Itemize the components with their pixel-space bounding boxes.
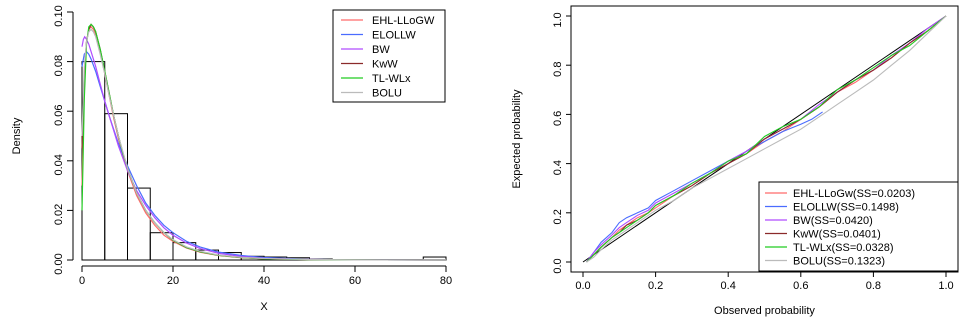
x-tick-label: 0.8 <box>866 280 881 292</box>
x-tick-label: 0 <box>79 275 85 287</box>
x-tick-label: 1.0 <box>938 280 953 292</box>
pp-plot-panel: 0.0 0.2 0.4 0.6 0.8 1.0 0.0 0.2 0.4 0.6 0.8 1.0 Obse… <box>511 5 959 317</box>
series-line-bolu-ss-0-1323 <box>586 15 947 263</box>
y-tick-label: 0.06 <box>53 104 65 125</box>
x-tick-label: 80 <box>440 275 452 287</box>
x-tick-label: 60 <box>349 275 361 287</box>
y-axis-label: Expected probability <box>511 89 523 189</box>
x-tick-label: 0.0 <box>575 280 590 292</box>
histogram-bar <box>104 113 128 261</box>
series-line-elollw <box>81 50 447 261</box>
x-tick-label: 40 <box>258 275 270 287</box>
x-axis-label: Observed probability <box>714 305 815 317</box>
y-axis-label: Density <box>11 117 23 154</box>
x-tick-label: 0.6 <box>793 280 808 292</box>
legend-label-bw: BW <box>372 44 390 56</box>
legend-label-tl-wlx-ss-0-0328: TL-WLx(SS=0.0328) <box>793 242 894 254</box>
x-tick-label: 20 <box>167 275 179 287</box>
legend-label-bw-ss-0-0420: BW(SS=0.0420) <box>793 215 873 227</box>
y-tick-label: 1.0 <box>552 12 564 27</box>
legend-label-kww-ss-0-0401: KwW(SS=0.0401) <box>793 229 881 241</box>
series-line-tl-wlx-ss-0-0328 <box>586 15 947 263</box>
y-tick-label: 0.6 <box>552 111 564 126</box>
x-axis-label: X <box>260 301 268 313</box>
series-line-bw <box>81 35 447 261</box>
y-tick-label: 0.10 <box>53 5 65 26</box>
y-tick-label: 0.08 <box>53 55 65 76</box>
y-tick-label: 0.04 <box>53 154 65 175</box>
x-tick-label: 0.2 <box>648 280 663 292</box>
legend-label-bolu: BOLU <box>372 88 402 100</box>
legend-label-ehl-llogw: EHL-LLoGW <box>372 15 435 27</box>
y-tick-label: 0.2 <box>552 209 564 224</box>
legend-label-bolu-ss-0-1323: BOLU(SS=0.1323) <box>793 256 885 268</box>
y-tick-label: 0.8 <box>552 62 564 77</box>
series-line-elollw-ss-0-1498 <box>586 111 823 263</box>
legend-box <box>758 181 959 272</box>
legend-label-elollw: ELOLLW <box>372 30 416 42</box>
legend-label-tl-wlx: TL-WLx <box>372 73 411 85</box>
x-tick-label: 0.4 <box>721 280 736 292</box>
legend-label-ehl-llogw-ss-0-0203: EHL-LLoGw(SS=0.0203) <box>793 188 915 200</box>
y-tick-label: 0.02 <box>53 204 65 225</box>
density-histogram-panel: 0 20 40 60 80 0.00 0.02 0.04 0.06 0.08 0.10 X Densit… <box>11 5 452 313</box>
histogram-bar <box>127 187 151 261</box>
legend-label-kww: KwW <box>372 59 398 71</box>
legend-box <box>332 9 446 103</box>
y-tick-label: 0.0 <box>552 258 564 273</box>
legend-label-elollw-ss-0-1498: ELOLLW(SS=0.1498) <box>793 202 899 214</box>
y-tick-label: 0.00 <box>53 253 65 274</box>
y-tick-label: 0.4 <box>552 160 564 175</box>
plot-frame <box>570 5 959 273</box>
series-line-bolu <box>81 28 447 261</box>
